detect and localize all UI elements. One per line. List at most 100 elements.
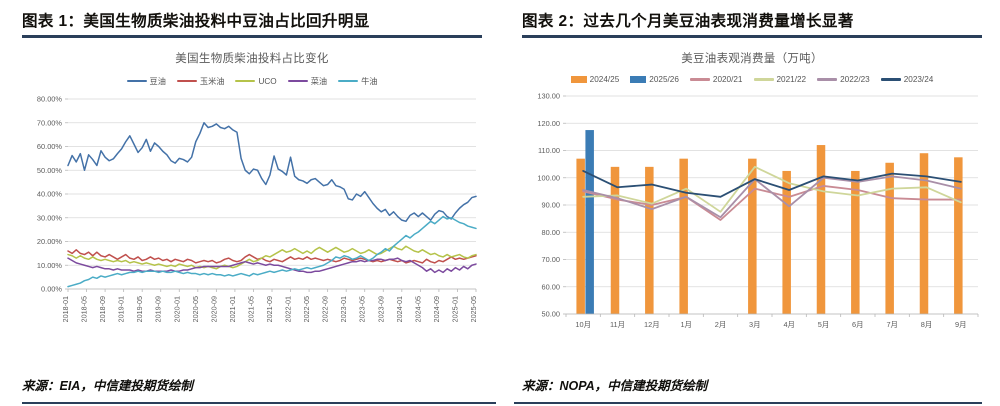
- chart-1-xtick: 2023-01: [339, 296, 348, 322]
- legend-item-yumiyou[interactable]: 玉米油: [176, 75, 225, 87]
- legend-swatch-2025-26: [630, 76, 647, 83]
- chart-2-ytick: 60.00: [542, 282, 561, 291]
- chart-1-xtick: 2022-09: [321, 296, 330, 322]
- chart-2-bar-2024/25: [576, 158, 585, 314]
- chart-1-ytick: 0.00%: [41, 285, 62, 294]
- chart-1-xtick: 2020-09: [209, 296, 218, 322]
- figure-2-title: 图表 2：过去几个月美豆油表现消费量增长显著: [522, 13, 854, 30]
- chart-2-ytick: 50.00: [542, 310, 561, 319]
- legend-swatch-douyou: [126, 79, 147, 83]
- legend-label-uco: UCO: [258, 76, 277, 86]
- chart-2-legend: 2024/25 2025/26 2020/21 2021/22 2022/23 …: [522, 75, 982, 84]
- chart-2-bar-2024/25: [919, 153, 929, 314]
- legend-item-douyou[interactable]: 豆油: [126, 75, 166, 87]
- chart-2-series-2020/21: [582, 185, 962, 221]
- chart-1-xtick: 2019-05: [135, 296, 144, 322]
- legend-item-2020-21[interactable]: 2020/21: [689, 75, 743, 84]
- chart-2-bar-2024/25: [679, 158, 688, 314]
- chart-1-ytick: 40.00%: [37, 190, 62, 199]
- chart-1-xtick: 2018-01: [61, 296, 70, 322]
- legend-label-2020-21: 2020/21: [712, 75, 743, 84]
- chart-1-series-牛油: [67, 215, 477, 288]
- chart-2-series-2021/22: [582, 165, 962, 213]
- chart-2-ytick: 130.00: [537, 92, 560, 101]
- legend-item-niuyou[interactable]: 牛油: [338, 75, 377, 87]
- chart-2-plot-area: 50.00 60.00 70.00 80.00 90.00 100.00 110.00 120…: [522, 90, 982, 340]
- chart-1-series-豆油: [67, 122, 477, 223]
- legend-swatch-uco: [235, 79, 256, 83]
- chart-2-ytick: 120.00: [537, 119, 560, 128]
- chart-1-ytick: 80.00%: [37, 95, 62, 104]
- chart-1-legend: 豆油 玉米油 UCO 菜油 牛油: [22, 75, 482, 87]
- chart-1-ytick: 10.00%: [37, 261, 62, 270]
- chart-2-ytick: 90.00: [542, 201, 561, 210]
- chart-1-ytick: 60.00%: [37, 142, 62, 151]
- legend-label-douyou: 豆油: [149, 77, 166, 86]
- chart-2-bar-2024/25: [851, 170, 860, 314]
- legend-swatch-yumiyou: [176, 79, 197, 83]
- legend-item-2024-25[interactable]: 2024/25: [570, 75, 619, 84]
- chart-1-xtick: 2023-05: [358, 296, 367, 322]
- bottom-divider-left: [22, 402, 496, 404]
- source-note-right: 来源：NOPA，中信建投期货绘制: [522, 379, 708, 393]
- chart-2-bar-2024/25: [885, 162, 894, 314]
- legend-swatch-2021-22: [753, 78, 774, 81]
- chart-1-xtick: 2022-01: [284, 296, 293, 322]
- legend-label-2022-23: 2022/23: [840, 75, 870, 84]
- legend-label-niuyou: 牛油: [361, 77, 378, 86]
- legend-swatch-2020-21: [689, 78, 710, 81]
- chart-1-xtick: 2023-09: [376, 296, 385, 322]
- legend-item-2025-26[interactable]: 2025/26: [630, 75, 679, 84]
- legend-swatch-2024-25: [570, 76, 587, 83]
- chart-1-xtick: 2024-09: [432, 296, 441, 322]
- chart-2-xtick: 11月: [610, 320, 625, 329]
- chart-1-series-菜油: [67, 257, 477, 274]
- chart-1-xtick: 2019-01: [117, 296, 126, 322]
- legend-item-2021-22[interactable]: 2021/22: [753, 75, 807, 84]
- chart-2-xtick: 2月: [715, 320, 727, 329]
- legend-swatch-2023-24: [880, 78, 901, 81]
- chart-2-xtick: 8月: [921, 320, 933, 329]
- chart-2-xtick: 10月: [575, 320, 591, 329]
- chart-1-xtick: 2021-01: [228, 296, 237, 322]
- chart-1-title: 美国生物质柴油投料占比变化: [175, 53, 329, 65]
- figure-panel-right: 图表 2：过去几个月美豆油表现消费量增长显著 美豆油表观消费量（万吨） 2024…: [500, 0, 1000, 406]
- chart-2-xtick: 1月: [680, 320, 692, 329]
- chart-1-xtick: 2025-01: [451, 296, 460, 322]
- chart-2-ytick: 80.00: [542, 228, 561, 237]
- legend-label-2023-24: 2023/24: [903, 75, 934, 84]
- chart-2-xtick: 4月: [783, 320, 795, 329]
- legend-swatch-niuyou: [338, 79, 359, 83]
- chart-1-series-UCO: [67, 245, 477, 270]
- chart-2-bar-2024/25: [748, 158, 757, 314]
- chart-2-series-2023/24: [582, 170, 962, 198]
- chart-1-xtick: 2018-05: [80, 296, 89, 322]
- chart-2-ytick: 70.00: [542, 255, 561, 264]
- chart-2-xtick: 6月: [852, 320, 864, 329]
- bottom-divider-right: [514, 402, 982, 404]
- chart-2-xtick: 5月: [818, 320, 830, 329]
- chart-1-ytick: 70.00%: [37, 118, 62, 127]
- legend-label-yumiyou: 玉米油: [199, 77, 225, 86]
- chart-1-xtick: 2020-05: [191, 296, 200, 322]
- figure-panel-left: 图表 1：美国生物质柴油投料中豆油占比回升明显 美国生物质柴油投料占比变化 豆油…: [22, 13, 496, 404]
- legend-item-2023-24[interactable]: 2023/24: [880, 75, 934, 84]
- chart-2-xtick: 9月: [955, 320, 967, 329]
- chart-1-xtick: 2019-09: [154, 296, 163, 322]
- legend-item-uco[interactable]: UCO: [235, 76, 277, 86]
- chart-2-xtick: 3月: [749, 320, 761, 329]
- chart-1-xtick: 2024-01: [395, 296, 404, 322]
- chart-1-xtick: 2022-05: [302, 296, 311, 322]
- legend-item-caiyou[interactable]: 菜油: [287, 75, 327, 87]
- chart-2-bar-2024/25: [954, 157, 963, 314]
- chart-1-xtick: 2021-05: [247, 296, 256, 322]
- legend-label-2021-22: 2021/22: [776, 75, 807, 84]
- chart-1-xtick: 2021-09: [265, 296, 274, 322]
- chart-2-title: 美豆油表观消费量（万吨）: [681, 53, 823, 65]
- chart-1-svg: 0.00% 10.00% 20.00% 30.00% 40.00% 50.00% 60.00…: [37, 95, 478, 323]
- legend-item-2022-23[interactable]: 2022/23: [817, 75, 870, 84]
- chart-2-series-2022/23: [582, 175, 962, 219]
- chart-2-bar-2024/25: [610, 166, 620, 314]
- legend-label-2025-26: 2025/26: [649, 75, 679, 84]
